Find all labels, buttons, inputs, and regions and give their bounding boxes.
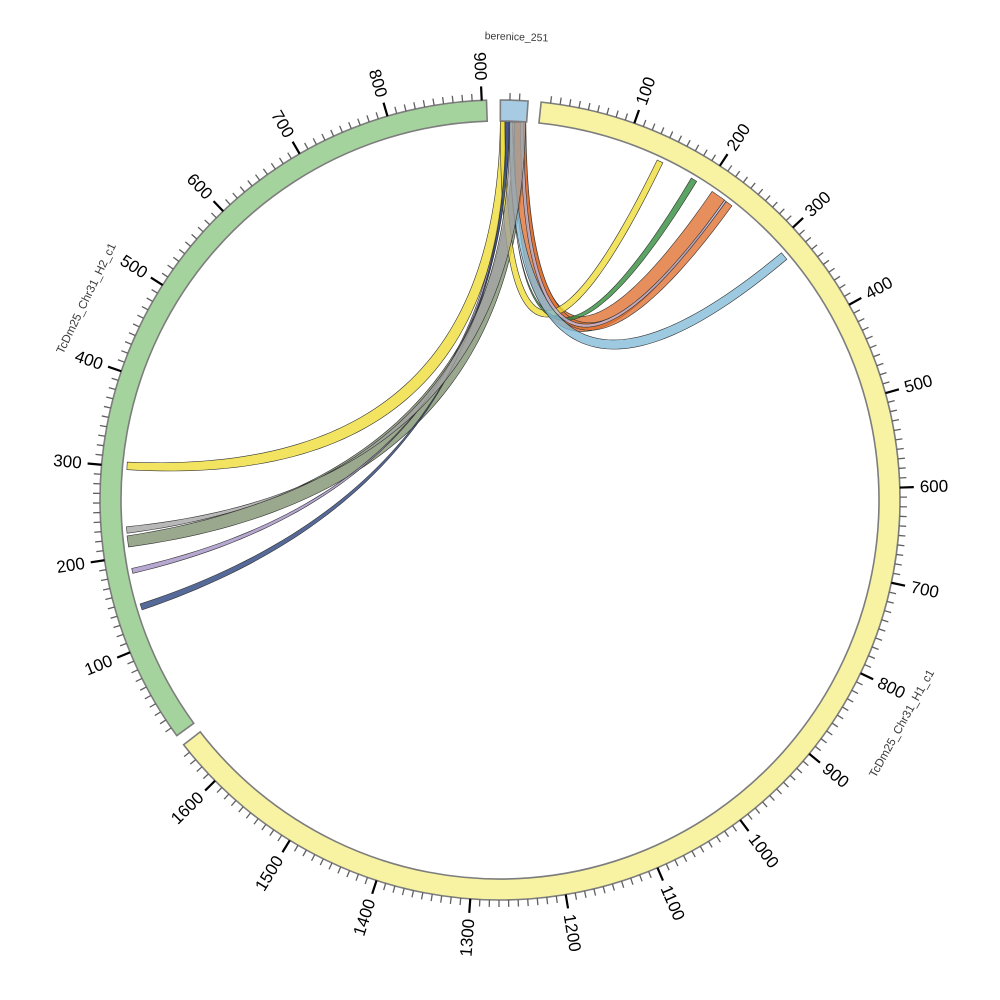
svg-text:600: 600 <box>183 170 216 204</box>
svg-text:TcDm25_Chr31_H2_c1: TcDm25_Chr31_H2_c1 <box>54 241 119 356</box>
svg-text:1200: 1200 <box>560 913 585 953</box>
svg-text:300: 300 <box>53 451 83 472</box>
svg-text:1300: 1300 <box>457 918 479 957</box>
svg-text:900: 900 <box>470 52 490 81</box>
svg-text:400: 400 <box>72 347 105 374</box>
svg-text:200: 200 <box>723 120 754 154</box>
svg-text:100: 100 <box>632 74 659 107</box>
svg-text:1500: 1500 <box>251 852 287 894</box>
svg-text:berenice_251: berenice_251 <box>484 30 548 44</box>
svg-text:1000: 1000 <box>745 830 783 872</box>
svg-text:1400: 1400 <box>350 897 380 939</box>
svg-text:400: 400 <box>862 273 896 303</box>
svg-text:700: 700 <box>267 107 298 141</box>
svg-text:1100: 1100 <box>657 882 689 923</box>
svg-text:500: 500 <box>902 371 934 397</box>
svg-text:1600: 1600 <box>167 788 207 828</box>
svg-text:500: 500 <box>117 251 151 282</box>
svg-text:100: 100 <box>82 651 115 679</box>
svg-text:200: 200 <box>55 554 86 577</box>
svg-text:600: 600 <box>920 477 949 497</box>
svg-text:800: 800 <box>874 673 908 702</box>
svg-text:700: 700 <box>909 578 941 602</box>
svg-text:800: 800 <box>365 67 391 100</box>
svg-text:300: 300 <box>801 188 835 221</box>
svg-text:900: 900 <box>819 759 853 792</box>
